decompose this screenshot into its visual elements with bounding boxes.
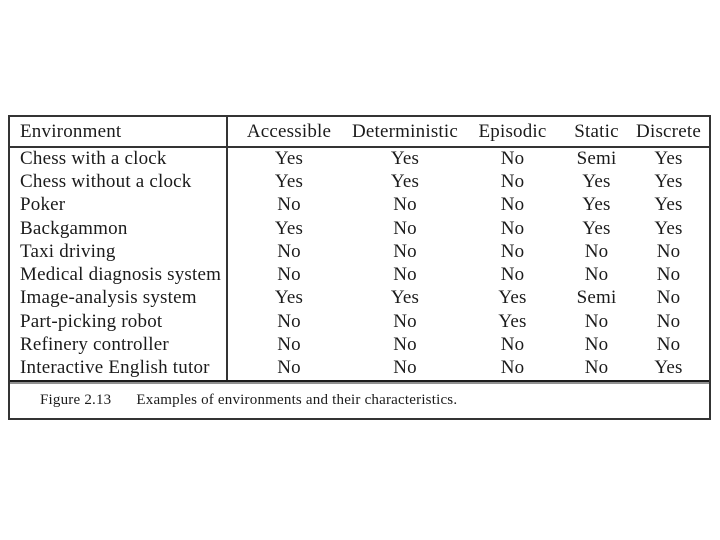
figure-caption: Figure 2.13 Examples of environments and… [10, 384, 709, 417]
table-row: Chess with a clock Yes Yes No Semi Yes [10, 147, 709, 171]
value-cell: No [500, 264, 525, 286]
value-cell: Yes [654, 357, 683, 379]
value-cell: Yes [654, 194, 683, 216]
value-cell: Yes [390, 170, 420, 192]
value-cell: No [277, 194, 301, 216]
value-cell: Yes [498, 310, 527, 332]
value-cell: No [584, 310, 609, 332]
value-cell: No [393, 357, 417, 379]
value-cell: Yes [582, 194, 611, 216]
table-row: Part-picking robot No No Yes No No [10, 310, 709, 334]
table-row: Chess without a clock Yes Yes No Yes Yes [10, 170, 709, 194]
table-row: Medical diagnosis system No No No No No [10, 263, 709, 287]
value-cell: No [584, 357, 609, 379]
environment-name-cell: Chess without a clock [10, 170, 228, 194]
environment-characteristics-table: Environment Accessible Deterministic Epi… [10, 117, 709, 380]
environment-name-cell: Poker [10, 193, 228, 217]
value-cell: No [500, 194, 525, 216]
value-cell: No [277, 264, 301, 286]
value-cell: No [393, 240, 417, 262]
environment-name-cell: Chess with a clock [10, 147, 228, 171]
column-header-discrete: Discrete [628, 117, 709, 148]
value-cell: No [656, 287, 681, 309]
value-cell: Yes [654, 170, 683, 192]
environment-name-cell: Image-analysis system [10, 286, 228, 311]
value-cell: No [393, 217, 417, 239]
column-header-accessible: Accessible [227, 117, 350, 148]
column-header-episodic: Episodic [460, 117, 565, 148]
value-cell: Semi [576, 148, 617, 170]
value-cell: No [500, 217, 525, 239]
value-cell: No [656, 264, 681, 286]
table-row: Interactive English tutor No No No No Ye… [10, 356, 709, 380]
table-row: Poker No No No Yes Yes [10, 193, 709, 217]
value-cell: Yes [274, 217, 304, 239]
value-cell: No [277, 310, 301, 332]
value-cell: No [656, 334, 681, 356]
value-cell: Yes [654, 217, 683, 239]
value-cell: No [277, 334, 301, 356]
value-cell: Yes [390, 148, 420, 170]
value-cell: Yes [274, 170, 304, 192]
value-cell: No [277, 240, 301, 262]
column-header-static: Static [565, 117, 628, 148]
value-cell: No [656, 310, 681, 332]
value-cell: No [277, 357, 301, 379]
value-cell: Yes [274, 287, 304, 309]
value-cell: No [500, 357, 525, 379]
value-cell: No [500, 240, 525, 262]
environment-name-cell: Medical diagnosis system [10, 263, 228, 287]
value-cell: No [393, 310, 417, 332]
environment-name-cell: Interactive English tutor [10, 356, 228, 380]
environment-name-cell: Part-picking robot [10, 310, 228, 334]
value-cell: No [500, 334, 525, 356]
value-cell: No [393, 194, 417, 216]
value-cell: No [393, 334, 417, 356]
value-cell: No [584, 264, 609, 286]
environment-name-cell: Backgammon [10, 216, 228, 241]
figure-caption-text: Examples of environments and their chara… [136, 391, 458, 408]
value-cell: No [500, 170, 525, 192]
value-cell: Yes [390, 287, 420, 309]
value-cell: No [393, 264, 417, 286]
figure-2-13-box: Environment Accessible Deterministic Epi… [8, 115, 711, 420]
value-cell: Yes [498, 287, 527, 309]
value-cell: Yes [654, 148, 683, 170]
column-header-environment: Environment [10, 117, 228, 148]
value-cell: No [656, 240, 681, 262]
table-row: Image-analysis system Yes Yes Yes Semi N… [10, 286, 709, 311]
value-cell: Yes [582, 217, 611, 239]
value-cell: Semi [576, 287, 617, 309]
column-header-deterministic: Deterministic [350, 117, 460, 148]
table-caption-divider [10, 379, 709, 384]
figure-label: Figure 2.13 [40, 391, 112, 408]
environment-name-cell: Taxi driving [10, 240, 228, 264]
environment-name-cell: Refinery controller [10, 333, 228, 357]
value-cell: Yes [274, 148, 304, 170]
value-cell: Yes [582, 170, 611, 192]
table-row: Backgammon Yes No No Yes Yes [10, 216, 709, 241]
value-cell: No [584, 240, 609, 262]
value-cell: No [584, 334, 609, 356]
table-row: Refinery controller No No No No No [10, 333, 709, 357]
header-row: Environment Accessible Deterministic Epi… [10, 117, 709, 148]
value-cell: No [500, 148, 525, 170]
table-row: Taxi driving No No No No No [10, 240, 709, 264]
